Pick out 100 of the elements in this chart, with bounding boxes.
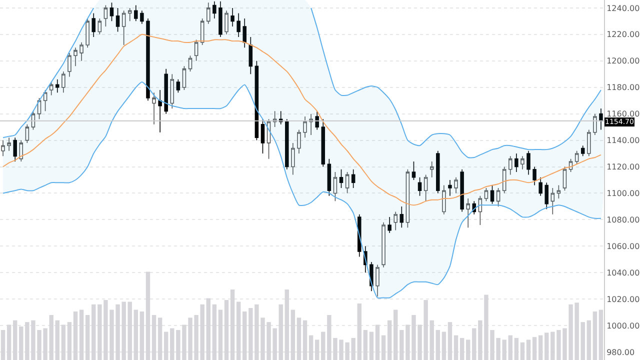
y-tick-label: 1060.00: [606, 242, 640, 251]
candlestick: [430, 161, 434, 178]
bar: [152, 315, 156, 360]
y-tick-label: 1180.00: [606, 83, 640, 92]
bar: [290, 310, 296, 360]
bar: [580, 322, 585, 360]
candlestick: [218, 0, 222, 38]
bar: [0, 330, 6, 360]
bar: [12, 320, 18, 360]
candlestick: [321, 118, 326, 168]
bar: [236, 302, 241, 360]
y-tick-label: 1000.00: [606, 321, 640, 330]
y-tick-label: 1140.00: [606, 136, 640, 146]
candlestick: [152, 92, 156, 125]
candlestick: [242, 18, 246, 48]
candlestick: [490, 184, 494, 204]
bar: [514, 338, 519, 360]
candlestick: [98, 18, 102, 35]
y-tick-label: 1040.00: [606, 268, 640, 278]
bar: [212, 304, 217, 360]
y-tick-label: 1100.00: [606, 189, 640, 198]
candlestick: [593, 113, 597, 136]
bar: [394, 310, 398, 360]
candlestick: [92, 12, 96, 38]
bar: [520, 342, 525, 360]
candlestick: [110, 2, 114, 22]
candlestick: [339, 169, 344, 188]
candlestick: [345, 172, 350, 194]
candlestick: [562, 166, 567, 191]
candlestick: [418, 176, 422, 196]
candlestick: [297, 129, 301, 154]
candlestick: [574, 150, 579, 165]
bar: [357, 304, 362, 360]
candlestick: [388, 216, 392, 234]
candlestick: [303, 116, 307, 138]
candlestick: [436, 150, 440, 194]
y-tick-label: 980.00: [606, 348, 635, 357]
candlestick: [394, 211, 398, 231]
candlestick: [484, 188, 488, 202]
bar: [460, 338, 464, 360]
y-tick-label: 1020.00: [606, 294, 640, 304]
bar: [448, 322, 452, 360]
candlestick: [550, 188, 555, 215]
bar: [302, 320, 308, 360]
bar: [61, 324, 66, 360]
bar: [526, 340, 531, 360]
bar: [538, 335, 543, 360]
candlestick: [164, 68, 168, 114]
candlestick: [532, 166, 536, 186]
bar: [466, 340, 470, 360]
y-tick-label: 1160.00: [606, 110, 640, 119]
candlestick: [146, 18, 150, 101]
bar: [278, 304, 283, 360]
y-tick-label: 1200.00: [606, 56, 640, 66]
bar: [92, 304, 96, 360]
candlestick: [170, 74, 174, 109]
candlestick: [460, 169, 464, 212]
candlestick: [351, 169, 356, 188]
candlestick: [587, 129, 591, 157]
candlestick: [538, 176, 542, 196]
candlestick: [194, 39, 198, 62]
bar: [73, 311, 78, 360]
y-tick-label: 1220.00: [606, 30, 640, 40]
bar: [436, 330, 440, 360]
candlestick: [158, 90, 162, 133]
bar: [308, 335, 314, 360]
bar: [85, 315, 90, 360]
candlestick: [224, 10, 228, 35]
y-tick-label: 1240.00: [606, 4, 640, 13]
bar: [381, 335, 386, 360]
bar: [363, 330, 368, 360]
candlestick: [315, 110, 319, 130]
bar: [134, 310, 138, 360]
candlestick: [376, 264, 380, 297]
candlestick: [260, 118, 265, 154]
candlestick: [56, 79, 60, 94]
bar: [586, 320, 592, 360]
bar: [164, 332, 168, 360]
bar: [454, 335, 458, 360]
bar: [206, 298, 210, 360]
bar: [79, 310, 84, 360]
y-tick-label: 1080.00: [606, 216, 640, 225]
candlestick: [382, 222, 386, 268]
candlestick: [412, 161, 416, 180]
bar: [532, 337, 537, 360]
bar: [592, 311, 598, 360]
bar: [242, 311, 247, 360]
bar: [430, 320, 434, 360]
bar: [296, 318, 302, 360]
line-series: [2, 82, 602, 298]
candlestick: [448, 180, 452, 196]
candlestick: [424, 174, 428, 202]
candlestick: [86, 18, 90, 48]
candlestick: [176, 79, 180, 94]
candlestick: [7, 137, 11, 152]
candlestick: [526, 150, 530, 176]
candlestick: [496, 188, 500, 207]
bar: [508, 335, 512, 360]
candlestick: [62, 71, 66, 94]
bar: [375, 324, 380, 360]
